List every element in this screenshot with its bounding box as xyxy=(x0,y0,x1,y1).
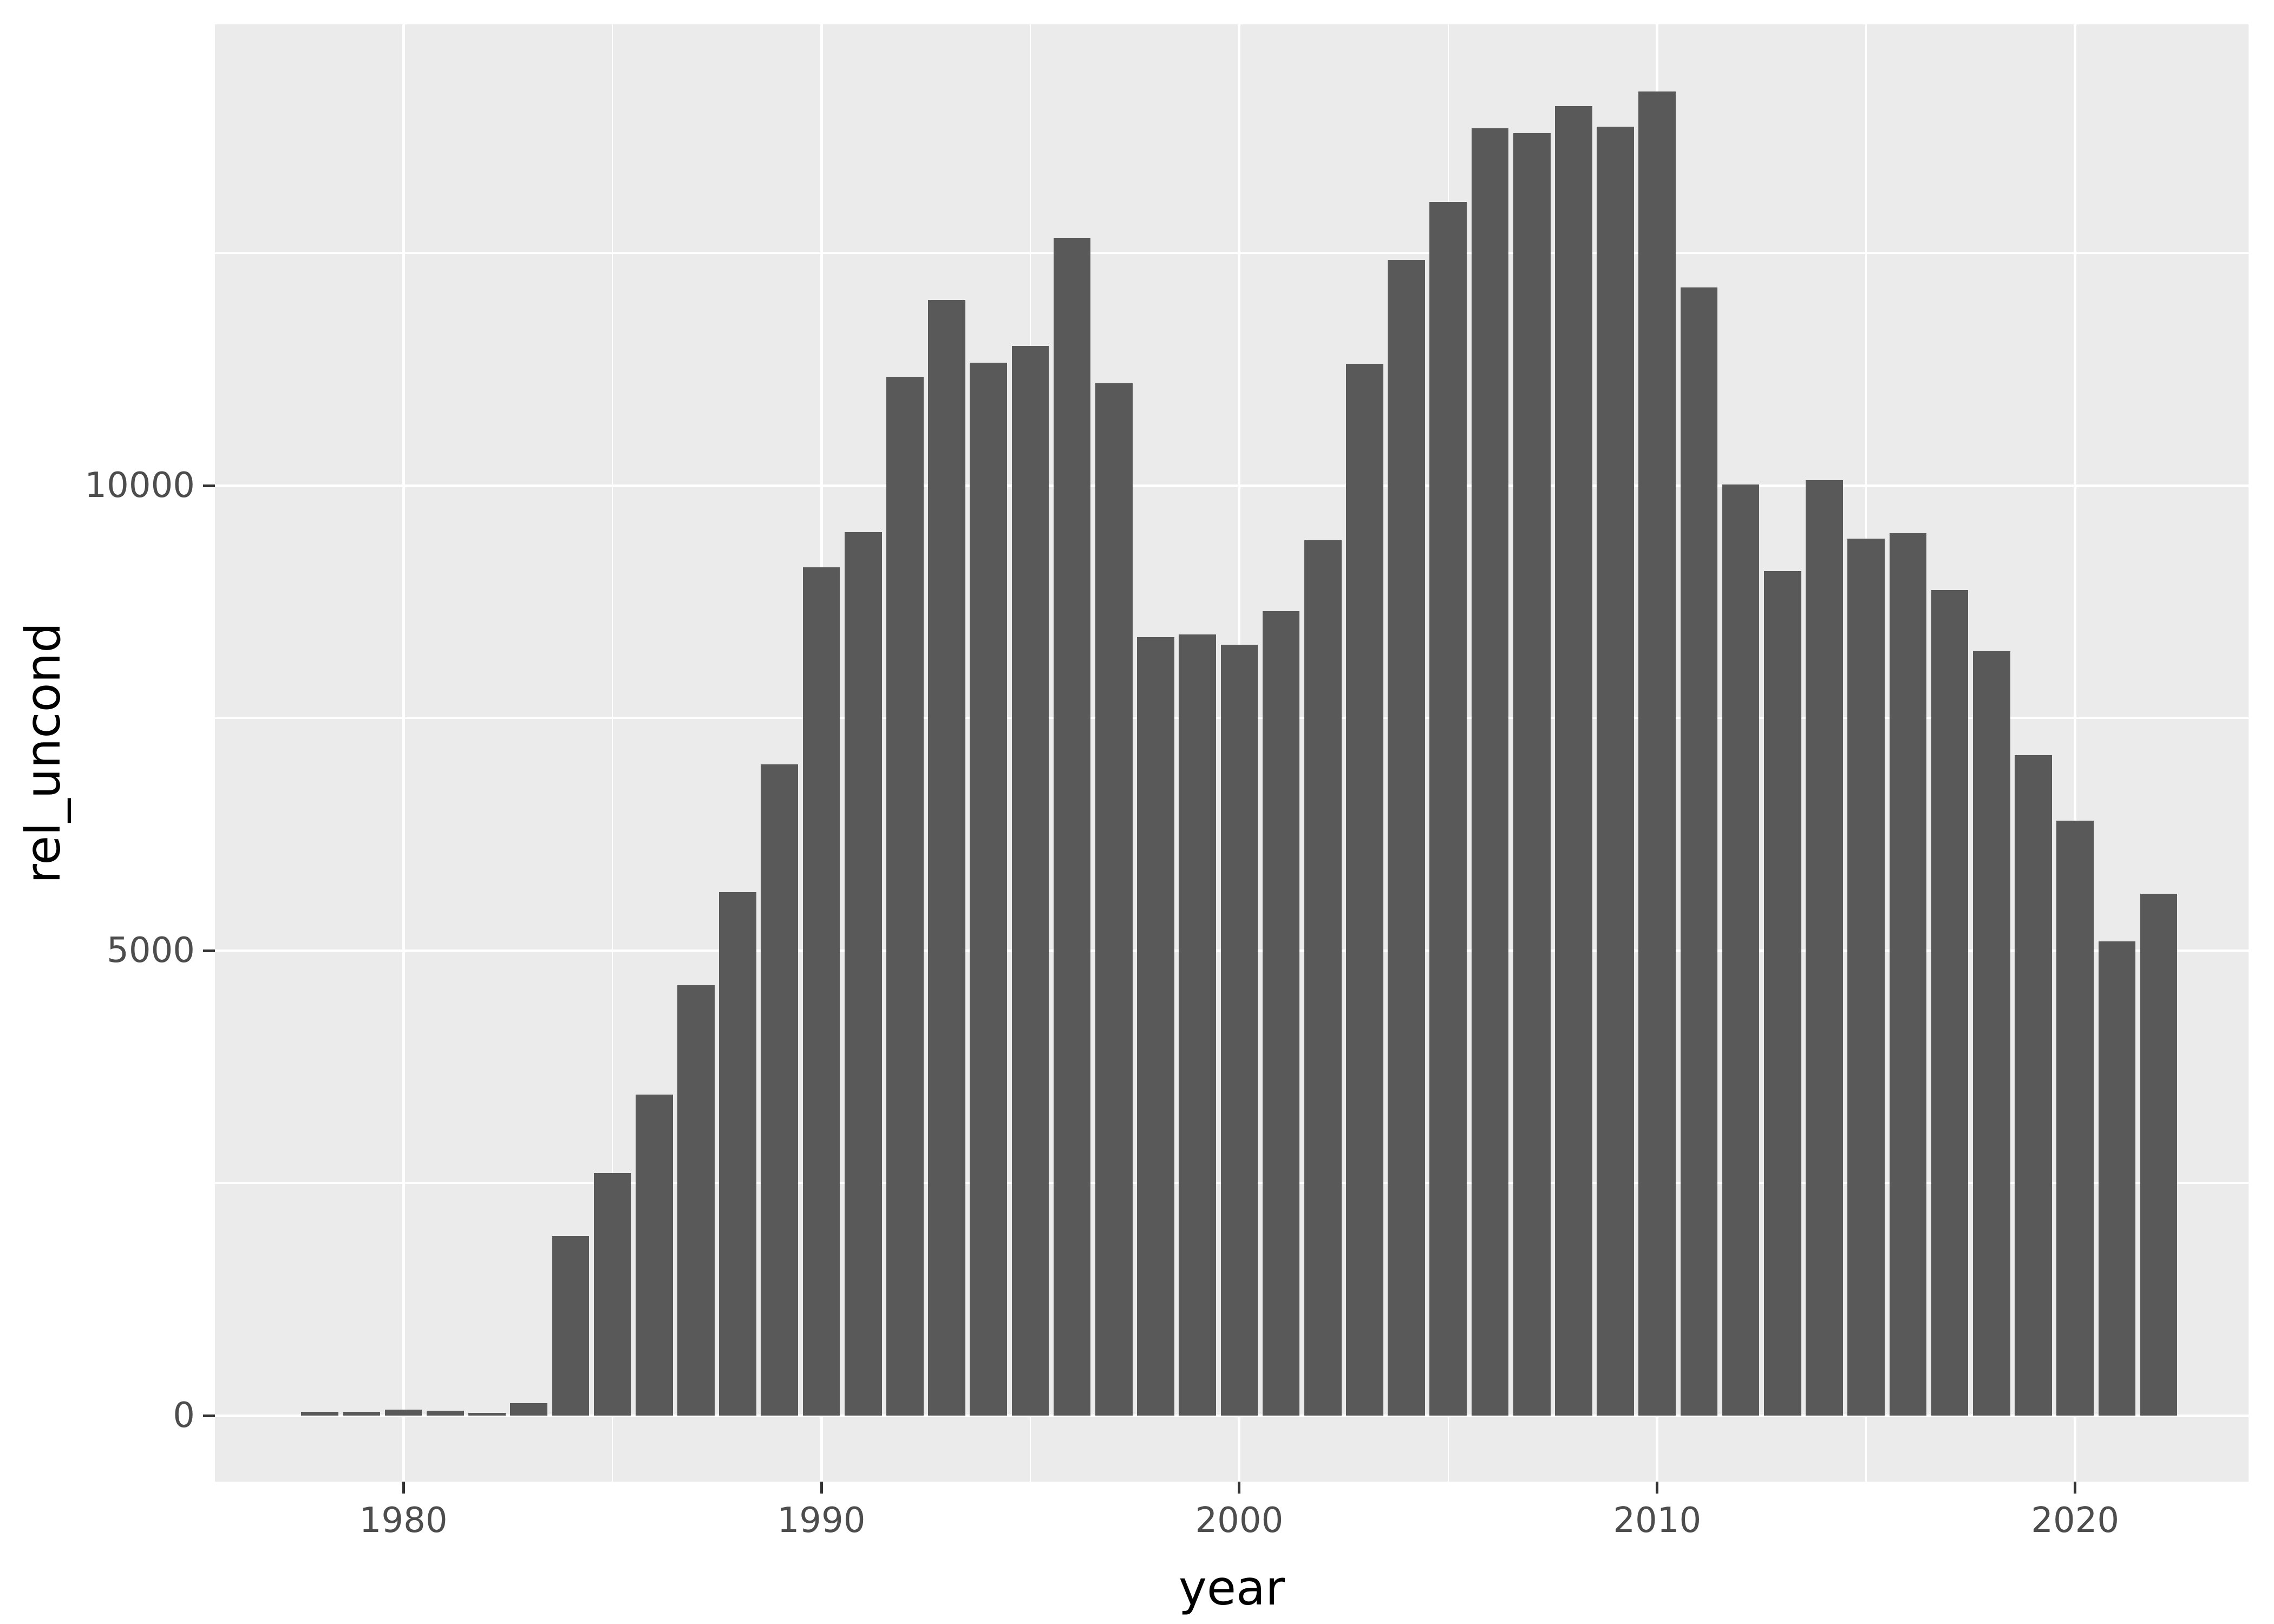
x-axis-tick xyxy=(402,1482,405,1494)
bar xyxy=(1220,644,1258,1416)
x-tick-label: 2010 xyxy=(1613,1501,1702,1541)
x-axis-title: year xyxy=(1178,1560,1285,1616)
bar xyxy=(1555,106,1592,1416)
bar xyxy=(426,1411,464,1416)
bar xyxy=(2140,894,2178,1416)
x-axis-tick xyxy=(1238,1482,1241,1494)
bar xyxy=(301,1412,339,1416)
y-major-gridline xyxy=(215,484,2249,487)
x-tick-label: 1990 xyxy=(777,1501,866,1541)
bar xyxy=(1847,539,1885,1416)
y-axis-tick xyxy=(203,484,215,487)
bar xyxy=(1179,634,1217,1416)
bar xyxy=(886,377,924,1416)
bar xyxy=(677,985,715,1416)
x-tick-label: 2020 xyxy=(2031,1501,2120,1541)
x-minor-gridline xyxy=(611,24,613,1482)
x-axis-tick xyxy=(1656,1482,1659,1494)
bar xyxy=(1931,590,1969,1416)
x-tick-label: 1980 xyxy=(359,1501,448,1541)
bar xyxy=(343,1412,381,1416)
bar xyxy=(468,1412,506,1416)
bar xyxy=(1597,126,1634,1416)
y-axis-tick xyxy=(203,1414,215,1417)
bar xyxy=(802,567,840,1416)
bar xyxy=(1053,238,1091,1416)
bar xyxy=(510,1403,548,1416)
bar xyxy=(1722,484,1760,1416)
bar xyxy=(719,892,756,1416)
y-tick-label: 5000 xyxy=(107,931,195,971)
y-axis-title: rel_uncond xyxy=(15,622,71,884)
bar xyxy=(844,532,882,1416)
y-axis-tick xyxy=(203,949,215,952)
bar xyxy=(2098,941,2136,1416)
bar xyxy=(1638,91,1676,1416)
bar xyxy=(2015,755,2052,1416)
bar xyxy=(1346,364,1383,1416)
x-major-gridline xyxy=(2074,24,2077,1482)
bar xyxy=(1806,480,1843,1416)
bar xyxy=(1889,533,1927,1416)
bar xyxy=(1680,287,1718,1416)
bar xyxy=(1137,637,1174,1416)
bar xyxy=(1429,202,1467,1416)
bar xyxy=(761,764,799,1416)
y-tick-label: 10000 xyxy=(84,466,195,506)
bar xyxy=(1471,128,1509,1416)
bar xyxy=(1304,540,1342,1416)
bar xyxy=(1513,133,1551,1416)
bar xyxy=(1262,611,1300,1416)
bar xyxy=(593,1173,631,1416)
bar xyxy=(970,363,1008,1416)
y-major-gridline xyxy=(215,1414,2249,1417)
bar xyxy=(1095,383,1133,1416)
x-tick-label: 2000 xyxy=(1195,1501,1284,1541)
x-axis-tick xyxy=(2074,1482,2077,1494)
bar xyxy=(928,299,965,1416)
bar xyxy=(1972,651,2010,1416)
y-tick-label: 0 xyxy=(173,1396,195,1436)
plot-panel xyxy=(215,24,2249,1482)
bar xyxy=(1763,571,1801,1416)
bar xyxy=(2056,820,2094,1416)
bar xyxy=(384,1409,422,1416)
y-minor-gridline xyxy=(215,252,2249,254)
bar xyxy=(1388,259,1425,1416)
x-major-gridline xyxy=(402,24,405,1482)
bar xyxy=(1011,346,1049,1416)
x-axis-tick xyxy=(820,1482,823,1494)
bar xyxy=(635,1095,673,1416)
bar xyxy=(552,1236,590,1416)
